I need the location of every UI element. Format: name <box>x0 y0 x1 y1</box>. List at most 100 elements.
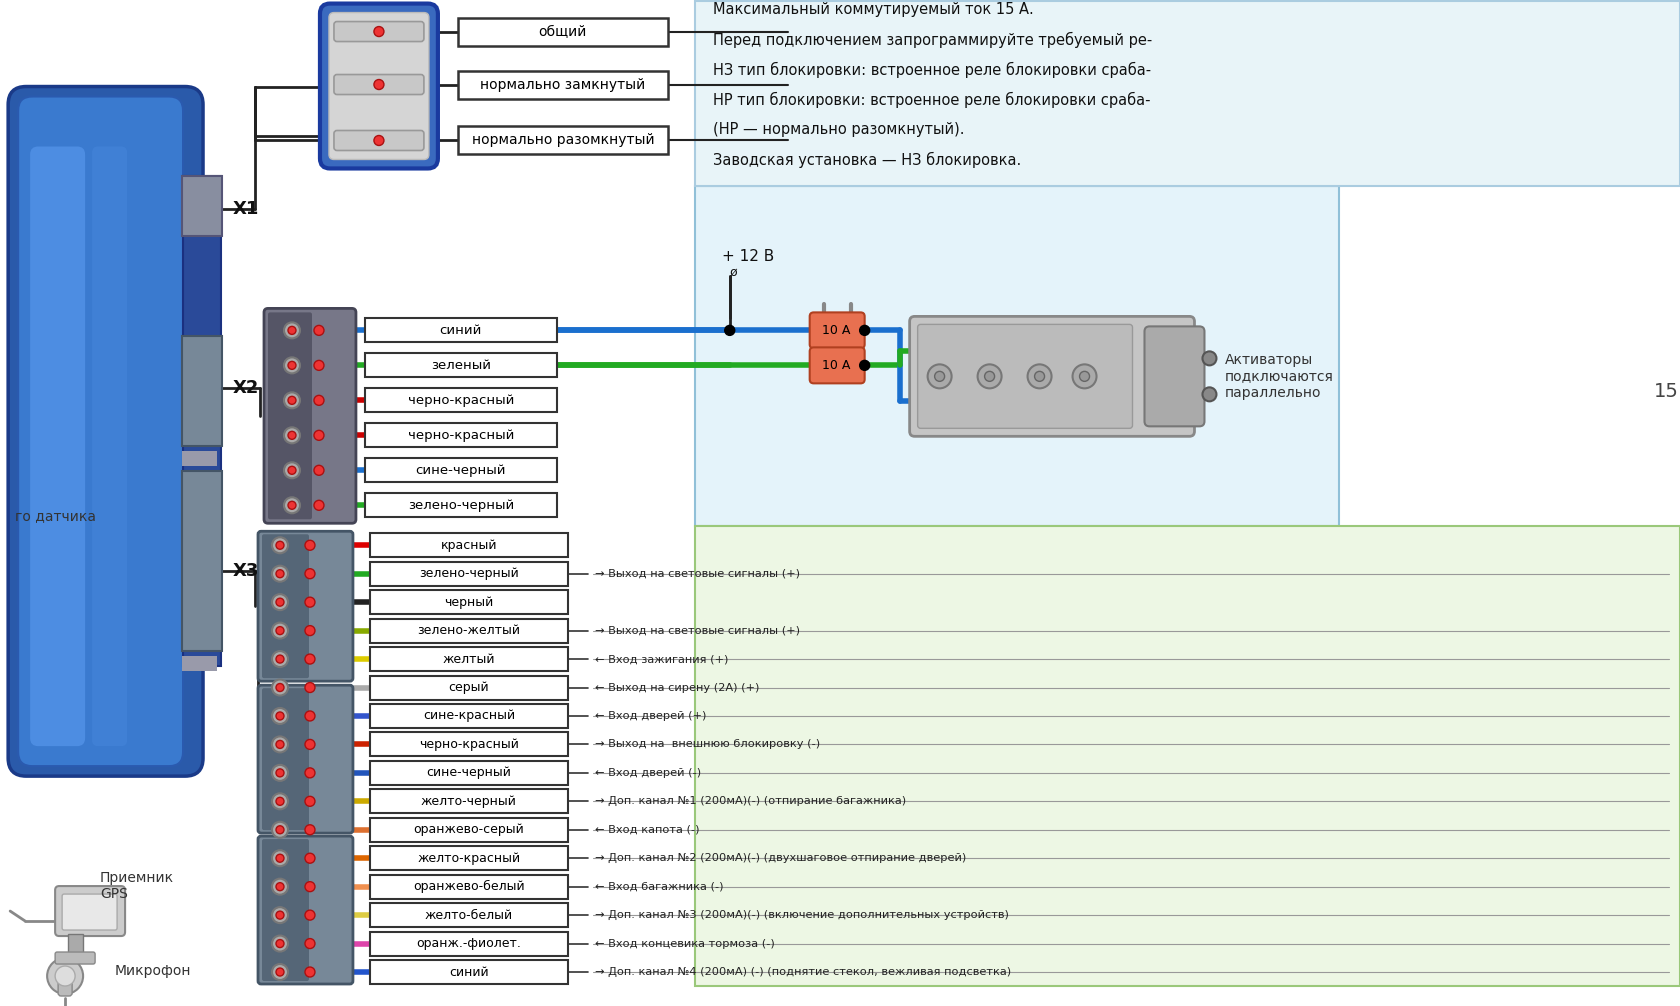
Text: синий: синий <box>449 966 489 979</box>
Circle shape <box>724 325 734 335</box>
Circle shape <box>284 322 299 338</box>
Circle shape <box>284 357 299 373</box>
Circle shape <box>272 850 287 866</box>
Circle shape <box>272 878 287 894</box>
Circle shape <box>272 595 287 611</box>
Bar <box>365 353 556 377</box>
FancyBboxPatch shape <box>30 147 86 746</box>
Circle shape <box>304 881 314 891</box>
Bar <box>181 452 217 467</box>
Circle shape <box>314 500 324 510</box>
FancyBboxPatch shape <box>917 324 1132 429</box>
Circle shape <box>304 626 314 636</box>
FancyBboxPatch shape <box>334 21 423 41</box>
Text: 15: 15 <box>1653 382 1678 400</box>
Circle shape <box>304 739 314 749</box>
Text: сине-красный: сине-красный <box>423 709 514 722</box>
Bar <box>69 934 82 954</box>
Text: ← Выход на сирену (2А) (+): ← Выход на сирену (2А) (+) <box>595 682 759 692</box>
Bar <box>365 493 556 517</box>
Bar <box>370 761 568 785</box>
Text: → Выход на световые сигналы (+): → Выход на световые сигналы (+) <box>595 626 800 636</box>
Circle shape <box>978 364 1001 388</box>
Circle shape <box>304 853 314 863</box>
Circle shape <box>272 736 287 752</box>
Bar <box>365 318 556 342</box>
Text: 10 А: 10 А <box>822 324 850 337</box>
Circle shape <box>276 740 284 748</box>
Bar <box>457 70 667 99</box>
FancyBboxPatch shape <box>257 531 353 681</box>
FancyBboxPatch shape <box>267 313 312 519</box>
Text: серый: серый <box>449 681 489 694</box>
Bar <box>370 619 568 643</box>
Text: нормально разомкнутый: нормально разомкнутый <box>470 134 654 148</box>
Circle shape <box>304 797 314 807</box>
Bar <box>694 526 1680 986</box>
FancyBboxPatch shape <box>264 309 356 523</box>
Circle shape <box>1201 387 1216 401</box>
Bar <box>370 591 568 614</box>
Text: Перед подключением запрограммируйте требуемый ре-: Перед подключением запрограммируйте треб… <box>712 31 1151 47</box>
Text: го датчика: го датчика <box>15 509 96 523</box>
FancyBboxPatch shape <box>810 313 864 348</box>
Text: черный: черный <box>444 596 494 609</box>
Bar <box>370 818 568 842</box>
Circle shape <box>276 655 284 663</box>
Bar <box>370 533 568 557</box>
Circle shape <box>276 569 284 577</box>
Bar <box>370 903 568 928</box>
Circle shape <box>304 598 314 608</box>
FancyBboxPatch shape <box>257 836 353 984</box>
Bar <box>181 471 222 651</box>
Text: НР тип блокировки: встроенное реле блокировки сраба-: НР тип блокировки: встроенное реле блоки… <box>712 92 1149 108</box>
Text: нормально замкнутый: нормально замкнутый <box>480 77 645 92</box>
Text: 10 А: 10 А <box>822 359 850 372</box>
Bar <box>365 424 556 448</box>
Text: ← Вход дверей (+): ← Вход дверей (+) <box>595 711 706 721</box>
Bar <box>370 675 568 699</box>
Text: ← Вход дверей (-): ← Вход дверей (-) <box>595 768 701 778</box>
FancyBboxPatch shape <box>262 839 309 981</box>
Text: зеленый: зеленый <box>430 359 491 372</box>
Circle shape <box>276 940 284 948</box>
Text: Приемник
GPS: Приемник GPS <box>101 871 175 901</box>
Bar <box>457 127 667 155</box>
FancyBboxPatch shape <box>59 974 72 996</box>
Circle shape <box>304 711 314 721</box>
Bar <box>370 732 568 757</box>
Bar <box>370 647 568 671</box>
Text: → Доп. канал №2 (200мА)(-) (двухшаговое отпирание дверей): → Доп. канал №2 (200мА)(-) (двухшаговое … <box>595 853 966 863</box>
Circle shape <box>272 623 287 639</box>
Text: → Доп. канал №1 (200мА)(-) (отпирание багажника): → Доп. канал №1 (200мА)(-) (отпирание ба… <box>595 797 906 807</box>
Text: зелено-черный: зелено-черный <box>408 499 514 512</box>
Text: желто-белый: желто-белый <box>425 908 512 921</box>
Text: → Выход на  внешнюю блокировку (-): → Выход на внешнюю блокировку (-) <box>595 739 820 749</box>
Circle shape <box>1072 364 1095 388</box>
Bar <box>694 186 1339 526</box>
Text: оранжево-белый: оранжево-белый <box>413 880 524 893</box>
Bar <box>181 656 217 671</box>
Text: желто-красный: желто-красный <box>417 852 521 865</box>
Bar <box>365 388 556 412</box>
Circle shape <box>284 392 299 408</box>
FancyBboxPatch shape <box>62 894 118 930</box>
Text: → Выход на световые сигналы (+): → Выход на световые сигналы (+) <box>595 568 800 578</box>
Circle shape <box>272 708 287 724</box>
Circle shape <box>934 371 944 381</box>
Text: X2: X2 <box>234 379 259 397</box>
Circle shape <box>276 683 284 691</box>
Circle shape <box>373 26 383 36</box>
Text: + 12 В: + 12 В <box>721 248 773 264</box>
Circle shape <box>276 798 284 806</box>
Circle shape <box>304 768 314 778</box>
Circle shape <box>284 428 299 444</box>
Bar <box>370 960 568 984</box>
Text: сине-черный: сине-черный <box>415 464 506 477</box>
Bar <box>370 932 568 956</box>
FancyBboxPatch shape <box>92 147 128 746</box>
Bar <box>181 336 222 447</box>
Text: → Доп. канал №4 (200мА) (-) (поднятие стекол, вежливая подсветка): → Доп. канал №4 (200мА) (-) (поднятие ст… <box>595 967 1010 977</box>
Text: Микрофон: Микрофон <box>114 964 192 978</box>
Text: синий: синий <box>440 324 482 337</box>
